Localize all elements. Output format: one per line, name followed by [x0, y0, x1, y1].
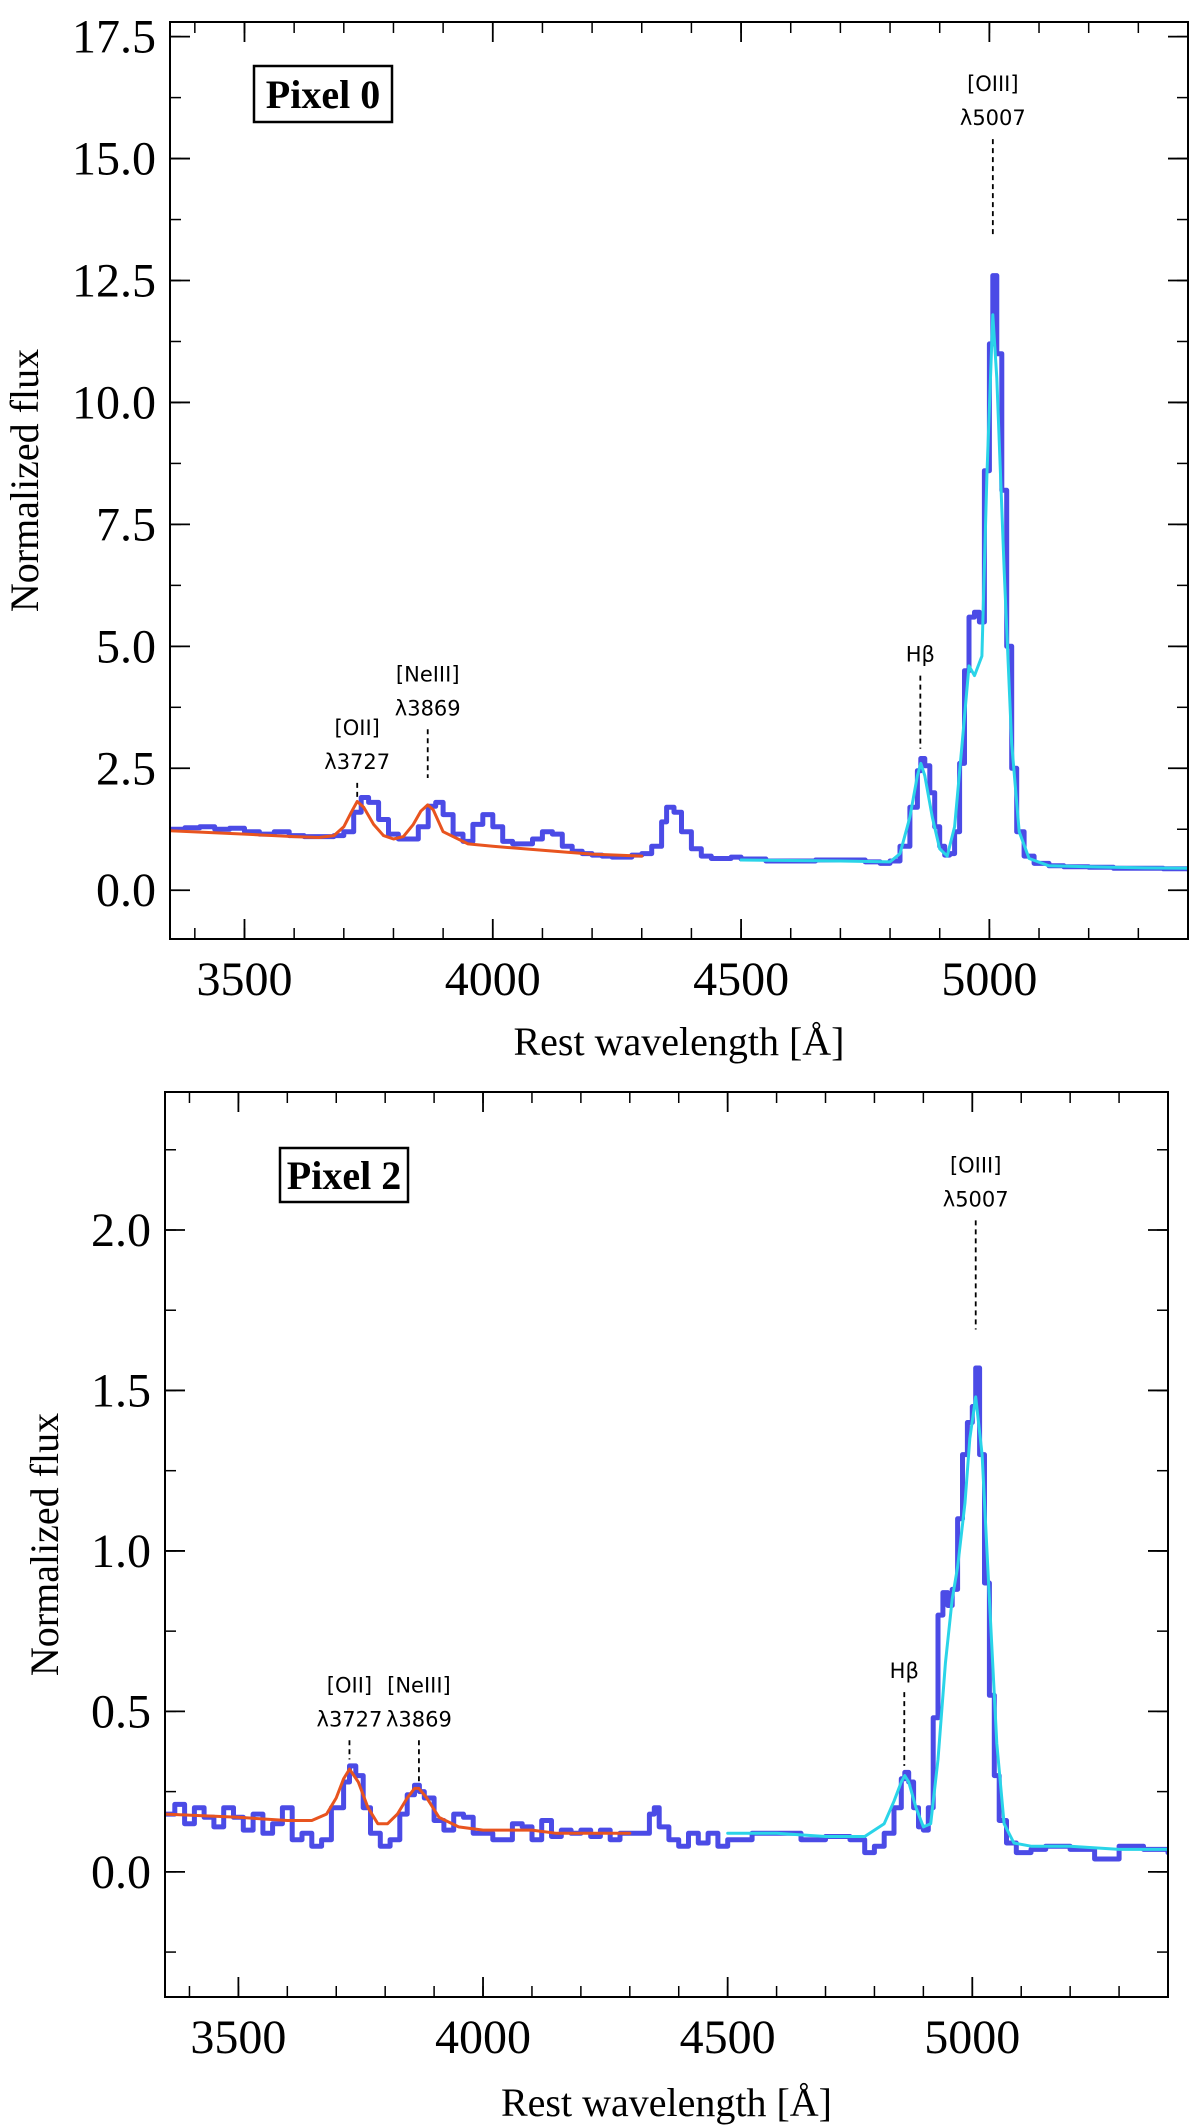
- y-axis-title: Normalized flux: [2, 349, 47, 612]
- y-tick-label: 1.0: [91, 1525, 151, 1578]
- y-axis-title: Normalized flux: [22, 1413, 67, 1676]
- line-label: [OII]: [335, 716, 380, 740]
- y-tick-label: 1.5: [91, 1364, 151, 1417]
- y-tick-label: 5.0: [96, 620, 156, 673]
- x-tick-label: 4000: [445, 953, 541, 1006]
- y-tick-label: 0.0: [91, 1846, 151, 1899]
- line-label: [NeIII]: [387, 1673, 451, 1697]
- line-label: [OIII]: [950, 1153, 1002, 1177]
- y-tick-label: 2.5: [96, 742, 156, 795]
- plot-frame: [164, 1091, 1169, 1998]
- x-tick-label: 5000: [941, 953, 1037, 1006]
- line-label: Hβ: [890, 1659, 919, 1683]
- line-label: λ3869: [395, 696, 461, 720]
- panel-label-box: [252, 64, 394, 124]
- fit-blue-side-line: [170, 800, 644, 858]
- y-tick-label: 10.0: [72, 376, 156, 429]
- y-tick-label: 12.5: [72, 255, 156, 308]
- panel-label: Pixel 0: [266, 72, 380, 117]
- y-tick-label: 0.5: [91, 1685, 151, 1738]
- line-label: λ5007: [960, 106, 1026, 130]
- line-label: λ3727: [324, 750, 390, 774]
- x-axis-title: Rest wavelength [Å]: [501, 2080, 832, 2125]
- x-tick-label: 4500: [680, 2011, 776, 2064]
- line-label: λ3869: [386, 1707, 452, 1731]
- x-axis-title: Rest wavelength [Å]: [513, 1019, 844, 1064]
- line-label: [NeIII]: [396, 662, 460, 686]
- panel-pixel-2: 3500 4000 4500 5000 0.0 0.5 1.0 1.5 2.0 [OII] λ372…: [22, 1091, 1169, 2125]
- observed-spectrum-line: [165, 1365, 1168, 1862]
- plot-area: [165, 1365, 1168, 1862]
- panel-label: Pixel 2: [287, 1153, 401, 1198]
- fit-blue-side-line: [165, 1767, 632, 1835]
- x-tick-label: 3500: [190, 2011, 286, 2064]
- y-tick-label: 17.5: [72, 11, 156, 64]
- line-label: λ3727: [317, 1707, 383, 1731]
- panel-label-box: [278, 1146, 410, 1204]
- x-tick-label: 4000: [435, 2011, 531, 2064]
- line-label: λ5007: [943, 1187, 1009, 1211]
- plot-frame: [169, 21, 1189, 940]
- y-tick-label: 2.0: [91, 1204, 151, 1257]
- line-label: [OIII]: [967, 72, 1019, 96]
- plot-area: [170, 273, 1188, 872]
- line-label: Hβ: [906, 643, 935, 667]
- x-tick-label: 3500: [196, 953, 292, 1006]
- y-tick-label: 15.0: [72, 133, 156, 186]
- x-tick-label: 4500: [693, 953, 789, 1006]
- line-label: [OII]: [327, 1673, 372, 1697]
- panel-pixel-0: 3500 4000 4500 5000 0.0 2.5 5.0 7.5 10.0 12.5 15.0…: [2, 11, 1189, 1064]
- fit-red-side-line: [726, 1395, 1168, 1851]
- y-tick-label: 7.5: [96, 498, 156, 551]
- y-tick-label: 0.0: [96, 864, 156, 917]
- x-tick-label: 5000: [924, 2011, 1020, 2064]
- fit-red-side-line: [739, 313, 1188, 870]
- observed-spectrum-line: [170, 273, 1188, 872]
